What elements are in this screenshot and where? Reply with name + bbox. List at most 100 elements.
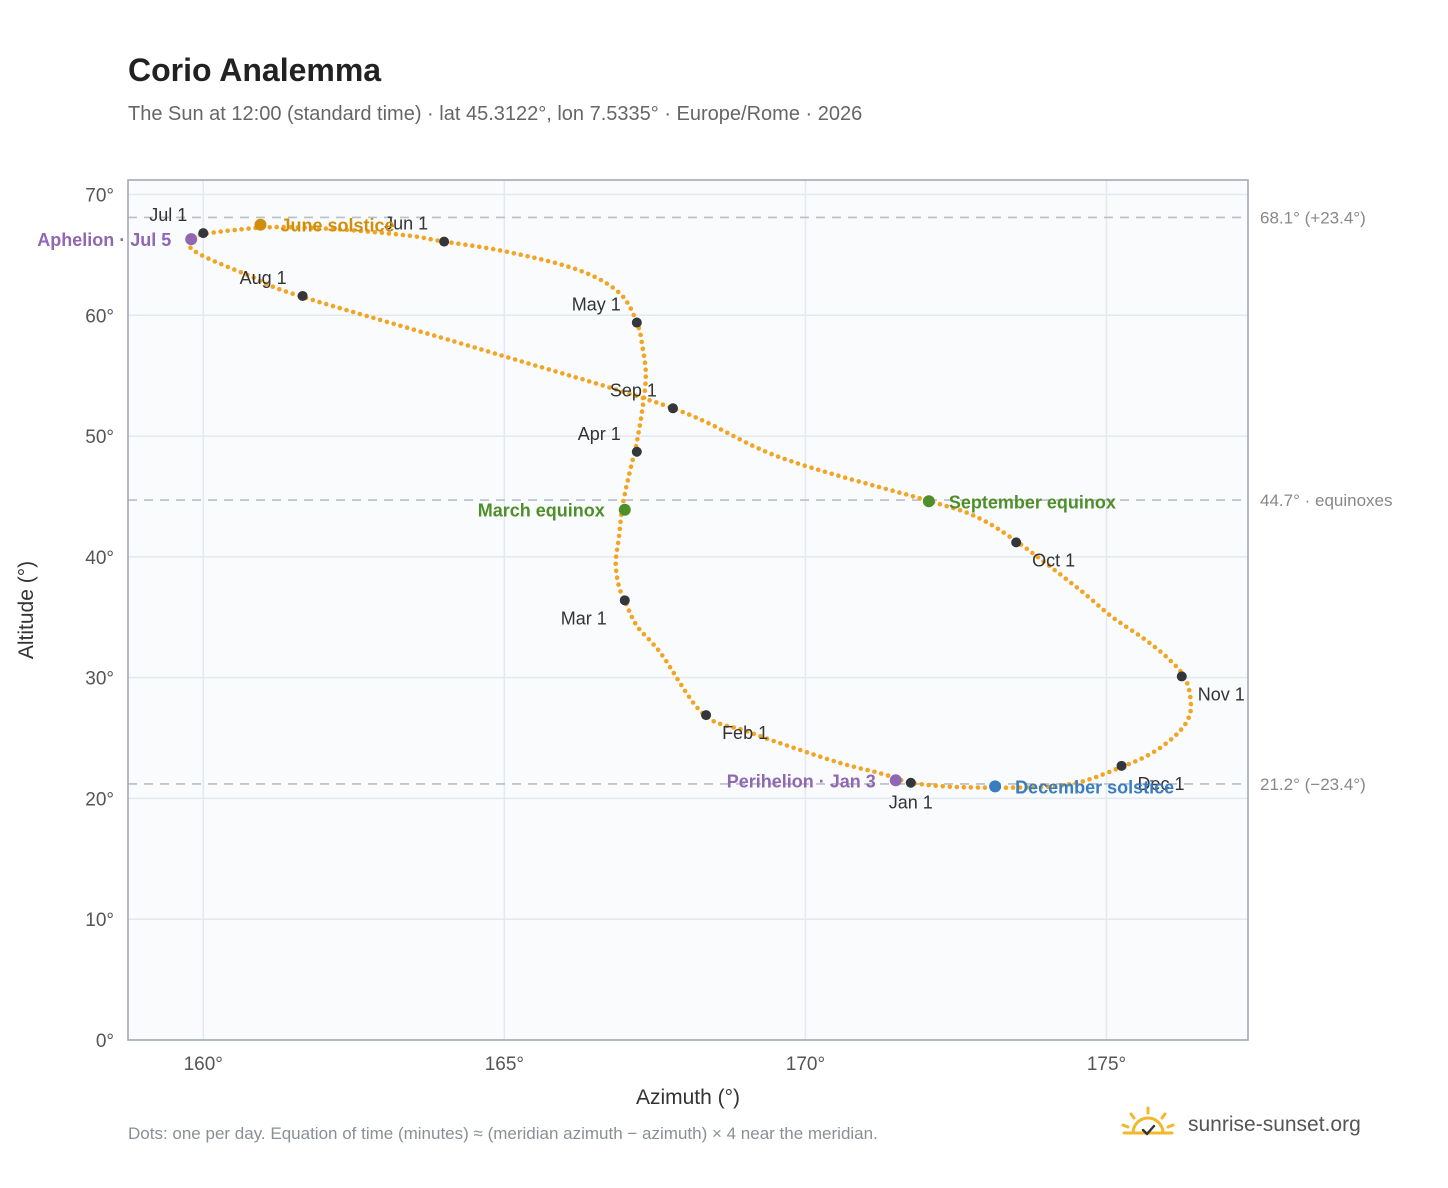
daily-dot <box>627 391 632 397</box>
daily-dot <box>519 359 525 364</box>
daily-dot <box>829 471 834 477</box>
daily-dot <box>435 238 440 243</box>
daily-dot <box>1173 663 1179 669</box>
daily-dot <box>1178 727 1184 732</box>
daily-dot <box>1107 769 1112 775</box>
daily-dot <box>626 608 632 613</box>
month-label: Nov 1 <box>1198 684 1245 704</box>
daily-dot <box>232 227 237 233</box>
daily-dot <box>485 349 491 354</box>
daily-dot <box>613 387 619 392</box>
daily-dot <box>472 345 478 350</box>
daily-dot <box>1135 632 1141 637</box>
y-tick-label: 40° <box>85 548 114 569</box>
event-marker <box>254 218 267 231</box>
daily-dot <box>919 782 925 787</box>
daily-dot <box>1010 785 1016 790</box>
daily-dot <box>188 245 193 250</box>
daily-dot <box>1085 594 1090 599</box>
daily-dot <box>633 393 639 399</box>
daily-dot <box>811 752 816 757</box>
month-label: Oct 1 <box>1032 550 1075 570</box>
daily-dot <box>643 374 649 380</box>
daily-dot <box>219 261 224 267</box>
month-marker <box>701 710 712 721</box>
daily-dot <box>682 688 688 694</box>
daily-dot <box>316 225 322 231</box>
y-tick-label: 20° <box>85 789 114 810</box>
daily-dot <box>330 303 336 309</box>
daily-dot <box>660 653 665 658</box>
reference-line-label: 44.7° · equinoxes <box>1260 491 1393 510</box>
daily-dot <box>497 248 503 253</box>
daily-dot <box>870 482 875 488</box>
daily-dot <box>750 443 755 448</box>
daily-dot <box>831 758 836 764</box>
daily-dot <box>309 225 315 231</box>
daily-dot <box>614 547 620 553</box>
daily-dot <box>957 507 963 513</box>
daily-dot <box>995 526 1001 532</box>
y-tick-label: 0° <box>96 1031 114 1052</box>
daily-dot <box>654 400 659 405</box>
brand-logo[interactable]: sunrise-sunset.org <box>1120 1100 1361 1150</box>
y-tick-label: 50° <box>85 427 114 448</box>
daily-dot <box>1052 567 1057 573</box>
daily-dot <box>769 451 774 457</box>
daily-dot <box>1069 580 1074 586</box>
page-subtitle: The Sun at 12:00 (standard time) · lat 4… <box>128 103 863 125</box>
month-label: Apr 1 <box>578 424 621 444</box>
daily-dot <box>592 274 597 280</box>
sun-icon <box>1121 1106 1175 1136</box>
daily-dot <box>771 738 776 744</box>
daily-dot <box>504 249 510 255</box>
daily-dot <box>1030 550 1035 556</box>
daily-dot <box>802 463 807 469</box>
page-title: Corio Analemma <box>128 52 382 88</box>
daily-dot <box>525 253 530 259</box>
daily-dot <box>712 424 718 429</box>
daily-dot <box>492 351 498 356</box>
daily-dot <box>479 347 484 352</box>
daily-dot <box>1066 782 1072 787</box>
x-tick-label: 165° <box>485 1054 524 1075</box>
daily-dot <box>1100 772 1105 777</box>
daily-dot <box>926 782 931 788</box>
daily-dot <box>1147 640 1152 646</box>
event-label: March equinox <box>478 501 605 521</box>
daily-dot <box>232 267 237 272</box>
daily-dot <box>940 784 945 789</box>
daily-dot <box>1041 559 1046 564</box>
daily-dot <box>615 540 621 546</box>
daily-dot <box>1163 653 1168 659</box>
daily-dot <box>267 225 273 230</box>
daily-dot <box>532 255 537 261</box>
daily-dot <box>1017 785 1023 790</box>
event-marker <box>618 503 631 516</box>
daily-dot <box>897 490 902 495</box>
daily-dot <box>961 784 967 790</box>
daily-dot <box>407 233 413 239</box>
daily-dot <box>238 270 244 275</box>
daily-dot <box>809 465 814 471</box>
daily-dot <box>344 307 349 313</box>
daily-dot <box>310 297 316 303</box>
brand-name: sunrise-sunset.org <box>1188 1113 1361 1136</box>
daily-dot <box>627 471 632 476</box>
daily-dot <box>620 294 626 300</box>
daily-dot <box>1157 745 1163 751</box>
daily-dot <box>717 721 723 727</box>
daily-dot <box>553 369 558 374</box>
daily-dot <box>625 478 631 483</box>
daily-dot <box>371 315 376 321</box>
daily-dots <box>185 224 1194 790</box>
daily-dot <box>277 286 282 292</box>
daily-dot <box>404 325 410 331</box>
month-label: Jun 1 <box>384 214 428 234</box>
daily-dot <box>621 498 626 504</box>
daily-dot <box>604 281 610 286</box>
daily-dot <box>1174 732 1179 737</box>
month-label: May 1 <box>572 295 621 315</box>
daily-dot <box>618 519 623 525</box>
x-tick-label: 160° <box>184 1054 223 1075</box>
